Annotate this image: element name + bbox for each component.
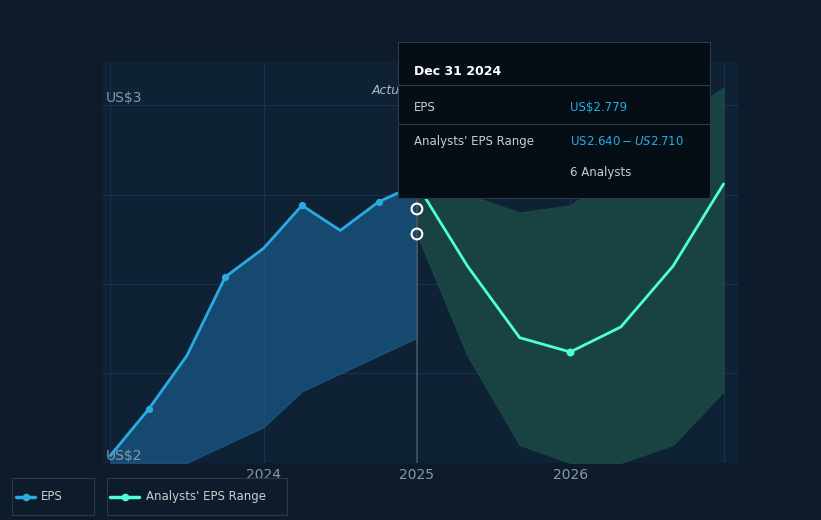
Point: [142, 405, 155, 413]
Text: US$2.640 - US$2.710: US$2.640 - US$2.710: [570, 135, 684, 148]
Text: US$2.779: US$2.779: [570, 101, 627, 114]
Point: [296, 201, 309, 210]
Text: US$3: US$3: [106, 92, 142, 105]
Text: 6 Analysts: 6 Analysts: [570, 166, 631, 179]
Point: [118, 492, 131, 501]
Point: [410, 180, 424, 188]
Point: [410, 230, 424, 238]
Text: Analysts' EPS Range: Analysts' EPS Range: [146, 490, 267, 503]
Text: EPS: EPS: [41, 490, 62, 503]
Point: [564, 348, 577, 356]
Text: Actual: Actual: [372, 84, 410, 97]
Text: Analysts Forecasts: Analysts Forecasts: [423, 84, 539, 97]
Point: [218, 272, 232, 281]
Point: [410, 205, 424, 213]
Point: [20, 492, 33, 501]
Text: Dec 31 2024: Dec 31 2024: [414, 65, 501, 78]
Text: Analysts' EPS Range: Analysts' EPS Range: [414, 135, 534, 148]
Point: [372, 198, 385, 206]
Text: EPS: EPS: [414, 101, 435, 114]
Text: US$2: US$2: [106, 449, 142, 463]
